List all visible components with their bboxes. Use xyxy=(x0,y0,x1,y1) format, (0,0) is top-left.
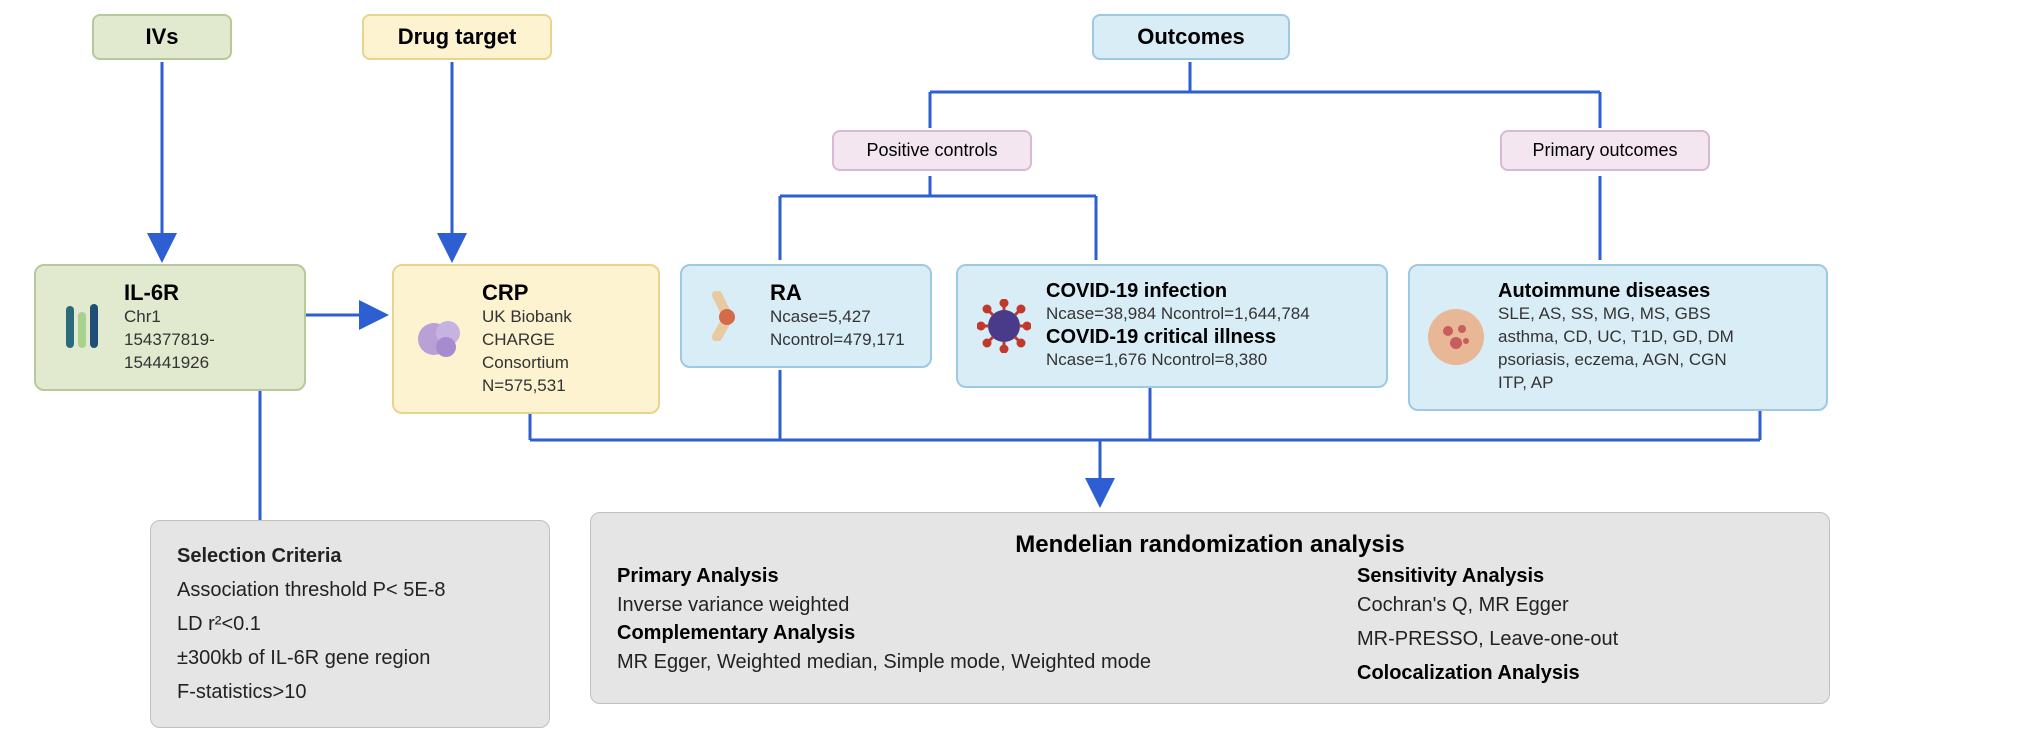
il6r-chr: Chr1 xyxy=(124,306,286,329)
crp-l2: CHARGE Consortium xyxy=(482,329,640,375)
sel-l1: Association threshold P< 5E-8 xyxy=(177,573,523,607)
mr-right-h2: Colocalization Analysis xyxy=(1357,662,1618,685)
mr-right-l2: MR-PRESSO, Leave-one-out xyxy=(1357,622,1618,656)
mr-right-h1: Sensitivity Analysis xyxy=(1357,565,1618,588)
selection-panel: Selection Criteria Association threshold… xyxy=(150,520,550,728)
ra-l1: Ncase=5,427 xyxy=(770,306,905,329)
il6r-box: IL-6R Chr1 154377819-154441926 xyxy=(34,264,306,391)
outcomes-label: Outcomes xyxy=(1137,24,1245,50)
rash-icon xyxy=(1428,309,1484,365)
protein-icon xyxy=(412,311,468,367)
il6r-title: IL-6R xyxy=(124,280,286,306)
auto-l4: ITP, AP xyxy=(1498,372,1734,395)
covid-t2: COVID-19 critical illness xyxy=(1046,326,1310,349)
il6r-pos: 154377819-154441926 xyxy=(124,329,286,375)
covid-l2: Ncase=1,676 Ncontrol=8,380 xyxy=(1046,349,1310,372)
chromosome-icon xyxy=(54,299,110,355)
sel-l2: LD r²<0.1 xyxy=(177,607,523,641)
covid-box: COVID-19 infection Ncase=38,984 Ncontrol… xyxy=(956,264,1388,388)
crp-l1: UK Biobank xyxy=(482,306,640,329)
joint-icon xyxy=(700,288,756,344)
crp-box: CRP UK Biobank CHARGE Consortium N=575,5… xyxy=(392,264,660,414)
sel-l4: F-statistics>10 xyxy=(177,675,523,709)
mr-title: Mendelian randomization analysis xyxy=(617,531,1803,559)
virus-icon xyxy=(976,298,1032,354)
crp-l3: N=575,531 xyxy=(482,375,640,398)
drug-target-label: Drug target xyxy=(398,24,517,50)
crp-title: CRP xyxy=(482,280,640,306)
mr-panel: Mendelian randomization analysis Primary… xyxy=(590,512,1830,704)
ivs-node: IVs xyxy=(92,14,232,60)
covid-l1: Ncase=38,984 Ncontrol=1,644,784 xyxy=(1046,303,1310,326)
mr-left-h1: Primary Analysis xyxy=(617,565,1237,588)
ra-box: RA Ncase=5,427 Ncontrol=479,171 xyxy=(680,264,932,368)
auto-title: Autoimmune diseases xyxy=(1498,280,1734,303)
autoimmune-box: Autoimmune diseases SLE, AS, SS, MG, MS,… xyxy=(1408,264,1828,411)
sel-l3: ±300kb of IL-6R gene region xyxy=(177,641,523,675)
ra-l2: Ncontrol=479,171 xyxy=(770,329,905,352)
positive-controls-node: Positive controls xyxy=(832,130,1032,171)
ra-title: RA xyxy=(770,280,905,306)
mr-left-h2: Complementary Analysis xyxy=(617,622,1237,645)
outcomes-node: Outcomes xyxy=(1092,14,1290,60)
mr-left-l1: Inverse variance weighted xyxy=(617,588,1237,622)
ivs-label: IVs xyxy=(145,24,178,50)
auto-l1: SLE, AS, SS, MG, MS, GBS xyxy=(1498,303,1734,326)
auto-l3: psoriasis, eczema, AGN, CGN xyxy=(1498,349,1734,372)
mr-right-l1: Cochran's Q, MR Egger xyxy=(1357,588,1618,622)
drug-target-node: Drug target xyxy=(362,14,552,60)
covid-t1: COVID-19 infection xyxy=(1046,280,1310,303)
mr-left-l2: MR Egger, Weighted median, Simple mode, … xyxy=(617,645,1237,679)
primary-outcomes-label: Primary outcomes xyxy=(1532,140,1677,161)
primary-outcomes-node: Primary outcomes xyxy=(1500,130,1710,171)
auto-l2: asthma, CD, UC, T1D, GD, DM xyxy=(1498,326,1734,349)
sel-title: Selection Criteria xyxy=(177,539,523,573)
positive-controls-label: Positive controls xyxy=(866,140,997,161)
